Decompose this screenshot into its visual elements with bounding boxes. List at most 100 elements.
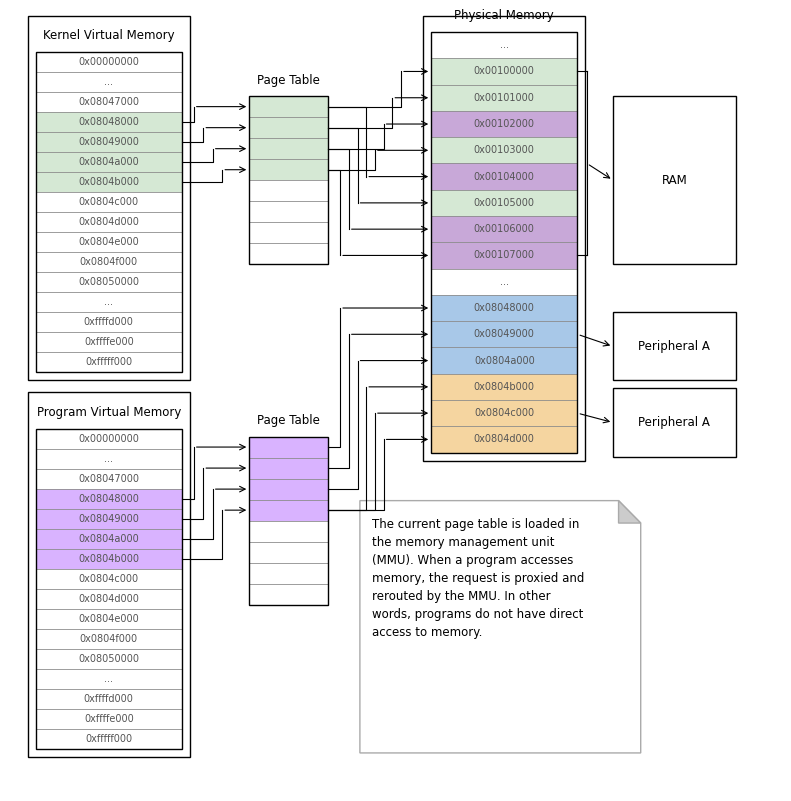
Bar — [431, 321, 577, 348]
Bar — [249, 117, 328, 138]
Bar — [249, 244, 328, 264]
Text: Physical Memory: Physical Memory — [454, 10, 554, 22]
Text: 0x08049000: 0x08049000 — [474, 329, 535, 340]
Text: 0x0804d000: 0x0804d000 — [78, 217, 139, 227]
Bar — [431, 111, 577, 137]
Text: Program Virtual Memory: Program Virtual Memory — [36, 406, 181, 419]
Bar — [249, 437, 328, 605]
Bar — [431, 426, 577, 453]
Bar — [36, 589, 182, 609]
Bar — [249, 138, 328, 159]
Text: 0x0804b000: 0x0804b000 — [78, 177, 139, 187]
Bar — [613, 388, 736, 457]
Text: 0x00102000: 0x00102000 — [474, 119, 535, 129]
Text: 0x0804a000: 0x0804a000 — [78, 533, 139, 544]
Bar — [613, 96, 736, 264]
Bar — [36, 569, 182, 589]
Text: ...: ... — [500, 40, 509, 50]
Bar — [36, 669, 182, 689]
Text: 0x00100000: 0x00100000 — [474, 66, 535, 76]
Text: 0x00106000: 0x00106000 — [474, 224, 535, 234]
Bar — [36, 292, 182, 312]
Bar — [431, 268, 577, 295]
Bar — [36, 212, 182, 232]
Text: 0x08048000: 0x08048000 — [78, 117, 139, 127]
Bar — [431, 85, 577, 111]
Bar — [431, 137, 577, 163]
Text: Peripheral A: Peripheral A — [638, 340, 710, 353]
Text: 0x0804d000: 0x0804d000 — [474, 434, 535, 445]
Bar — [249, 457, 328, 479]
Text: 0x08048000: 0x08048000 — [474, 303, 535, 313]
Text: 0x0804e000: 0x0804e000 — [78, 237, 139, 248]
Text: 0x00000000: 0x00000000 — [78, 433, 139, 444]
Bar — [431, 32, 577, 453]
Bar — [249, 584, 328, 605]
Bar — [36, 52, 182, 72]
Text: 0xfffff000: 0xfffff000 — [85, 734, 132, 744]
Bar — [613, 312, 736, 380]
Text: 0xffffe000: 0xffffe000 — [84, 337, 134, 348]
Bar — [249, 437, 328, 457]
Bar — [36, 352, 182, 372]
Bar — [36, 429, 182, 449]
Bar — [431, 163, 577, 190]
Text: 0x0804e000: 0x0804e000 — [78, 614, 139, 624]
Text: 0x08050000: 0x08050000 — [78, 654, 139, 664]
Text: Page Table: Page Table — [257, 74, 320, 87]
Bar — [36, 529, 182, 549]
Bar — [36, 649, 182, 669]
Bar — [431, 216, 577, 242]
Text: 0x0804a000: 0x0804a000 — [78, 157, 139, 167]
Text: ...: ... — [104, 453, 113, 464]
Bar — [431, 295, 577, 321]
Text: 0x0804b000: 0x0804b000 — [78, 553, 139, 564]
Bar — [36, 549, 182, 569]
Bar — [36, 469, 182, 489]
Bar — [28, 392, 190, 757]
Text: 0x0804d000: 0x0804d000 — [78, 594, 139, 604]
Text: 0xffffd000: 0xffffd000 — [84, 694, 134, 704]
Text: 0x08047000: 0x08047000 — [78, 473, 139, 484]
Bar — [36, 312, 182, 332]
Bar — [36, 509, 182, 529]
Text: 0x00105000: 0x00105000 — [474, 198, 535, 208]
Bar — [36, 132, 182, 152]
Polygon shape — [619, 501, 641, 523]
Bar — [249, 159, 328, 180]
Text: 0xffffe000: 0xffffe000 — [84, 714, 134, 724]
Text: 0x00103000: 0x00103000 — [474, 145, 535, 155]
Bar — [36, 112, 182, 132]
Bar — [36, 449, 182, 469]
Bar — [36, 72, 182, 92]
Bar — [431, 190, 577, 216]
Text: 0x0804f000: 0x0804f000 — [80, 257, 138, 268]
Text: 0x0804c000: 0x0804c000 — [78, 197, 139, 207]
Bar — [249, 96, 328, 117]
Bar — [431, 348, 577, 374]
Polygon shape — [360, 501, 641, 753]
Bar — [36, 232, 182, 252]
Text: The current page table is loaded in
the memory management unit
(MMU). When a pro: The current page table is loaded in the … — [372, 518, 584, 639]
Bar — [36, 729, 182, 749]
Bar — [36, 332, 182, 352]
Text: ...: ... — [500, 276, 509, 287]
Bar — [249, 201, 328, 223]
Text: 0x0804a000: 0x0804a000 — [474, 356, 535, 365]
Bar — [423, 16, 585, 461]
Bar — [431, 32, 577, 58]
Text: ...: ... — [104, 674, 113, 684]
Text: 0xffffd000: 0xffffd000 — [84, 317, 134, 328]
Bar — [249, 500, 328, 521]
Text: 0x00101000: 0x00101000 — [474, 93, 535, 103]
Bar — [431, 58, 577, 85]
Bar — [28, 16, 190, 380]
Bar — [36, 609, 182, 629]
Bar — [36, 489, 182, 509]
Bar — [36, 52, 182, 372]
Text: 0x0804b000: 0x0804b000 — [474, 382, 535, 392]
Bar — [36, 709, 182, 729]
Bar — [249, 222, 328, 244]
Bar — [36, 629, 182, 649]
Bar — [36, 429, 182, 749]
